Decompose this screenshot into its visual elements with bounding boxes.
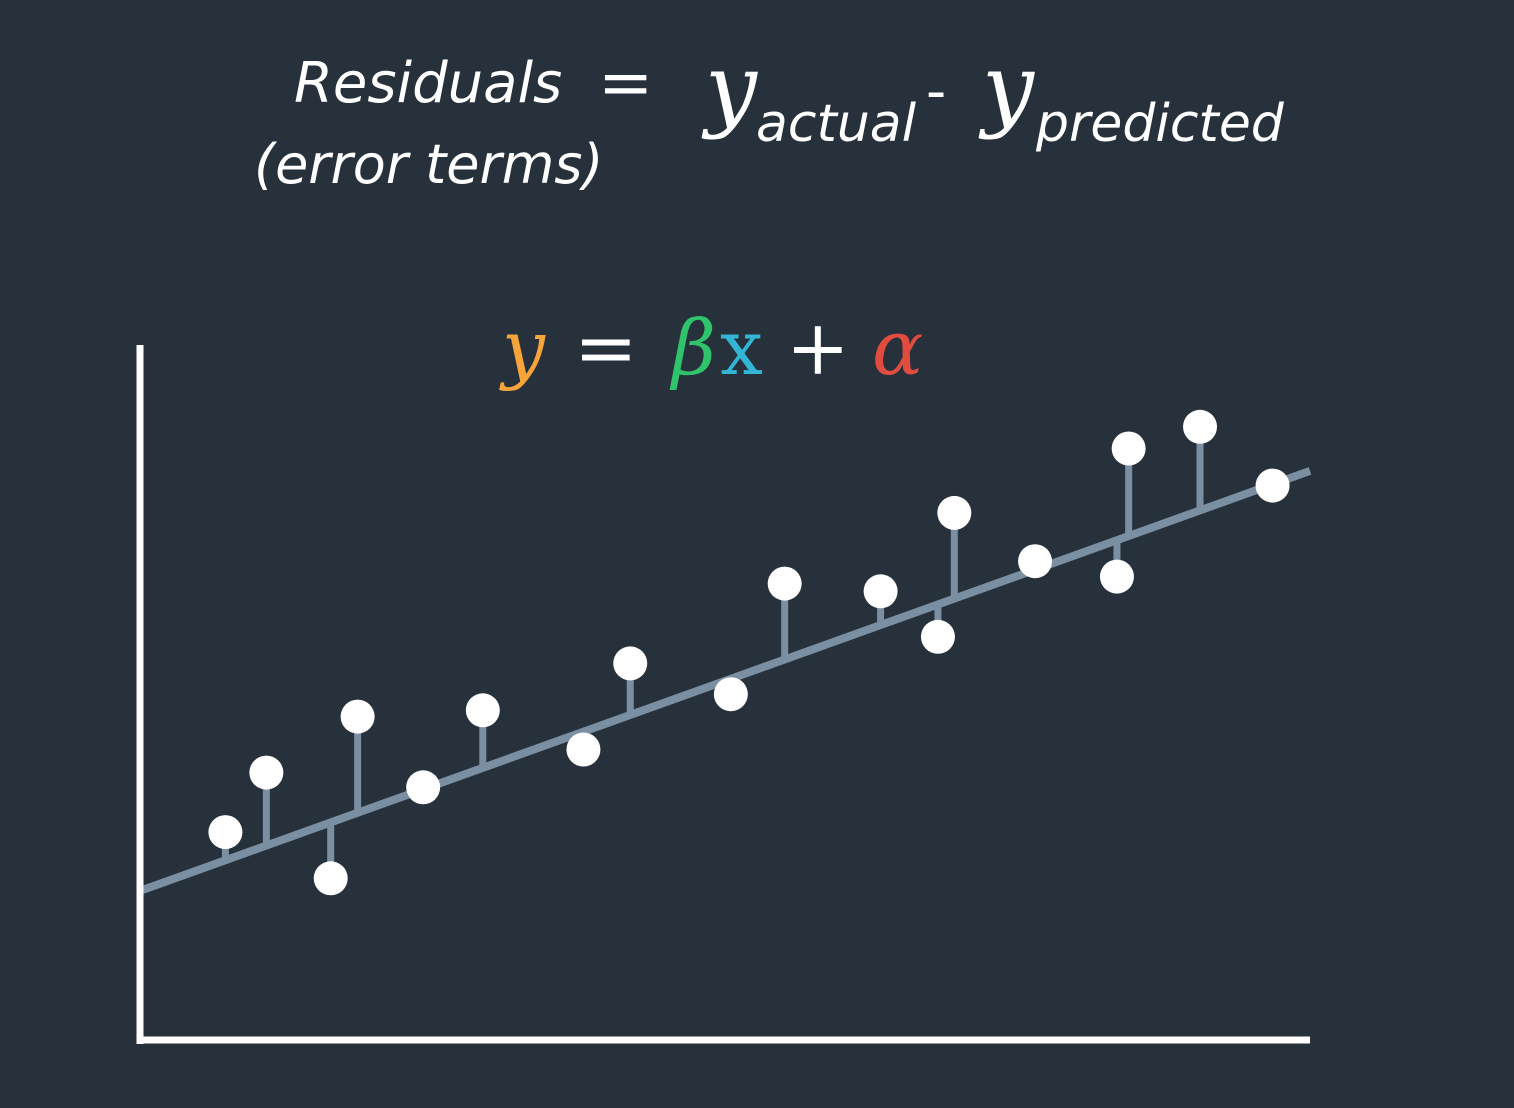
data-point-17 (1183, 409, 1218, 444)
data-point-13 (937, 495, 972, 530)
formula-equals-sign: = (598, 44, 654, 121)
equation-x: x (720, 303, 763, 392)
error-terms-label: (error terms) (254, 133, 604, 196)
equation-equals: = (574, 303, 638, 392)
residuals-formula: Residuals (error terms) = y actual - y p… (0, 0, 1514, 220)
data-point-4 (340, 699, 375, 734)
actual-subscript: actual (756, 94, 917, 154)
residuals-label: Residuals (294, 51, 563, 116)
equation-plus: + (786, 303, 850, 392)
data-point-8 (613, 646, 648, 681)
data-point-7 (566, 732, 601, 767)
data-point-18 (1255, 468, 1290, 503)
data-points (208, 409, 1290, 896)
data-point-9 (713, 677, 748, 712)
equation-beta: β (672, 303, 716, 392)
data-point-10 (767, 566, 802, 601)
data-point-1 (208, 815, 243, 850)
y-actual-symbol: y (705, 34, 757, 141)
data-point-14 (1018, 544, 1053, 579)
y-predicted-symbol: y (982, 34, 1034, 141)
residual-lines (221, 426, 1277, 879)
data-point-2 (249, 755, 284, 790)
predicted-subscript: predicted (1036, 94, 1284, 154)
data-point-11 (863, 574, 898, 609)
equation-y: y (502, 303, 545, 392)
data-point-16 (1111, 431, 1146, 466)
formula-minus-sign: - (926, 59, 947, 124)
data-point-3 (313, 861, 348, 896)
equation-alpha: α (872, 303, 924, 392)
data-point-12 (920, 619, 955, 654)
data-point-6 (465, 693, 500, 728)
data-point-15 (1099, 559, 1134, 594)
data-point-5 (406, 770, 441, 805)
